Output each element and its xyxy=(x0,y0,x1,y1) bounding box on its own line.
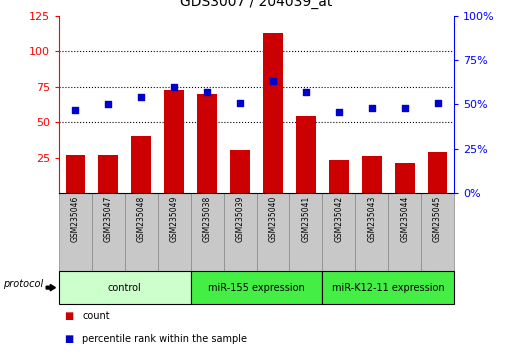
Text: GSM235042: GSM235042 xyxy=(334,195,343,241)
Text: GDS3007 / 204039_at: GDS3007 / 204039_at xyxy=(180,0,333,9)
Point xyxy=(236,100,244,105)
Point xyxy=(71,107,80,113)
Bar xyxy=(296,116,315,193)
Point xyxy=(401,105,409,111)
Text: protocol: protocol xyxy=(3,279,43,289)
Text: GSM235044: GSM235044 xyxy=(400,195,409,242)
Bar xyxy=(131,136,151,193)
Text: GSM235046: GSM235046 xyxy=(71,195,80,242)
Point xyxy=(203,89,211,95)
Text: GSM235038: GSM235038 xyxy=(203,195,212,241)
Bar xyxy=(394,163,415,193)
Bar xyxy=(263,33,283,193)
Bar xyxy=(362,156,382,193)
Bar xyxy=(164,90,184,193)
Text: control: control xyxy=(108,282,142,293)
Point xyxy=(334,109,343,114)
Bar xyxy=(66,155,85,193)
Point xyxy=(170,84,179,90)
Text: percentile rank within the sample: percentile rank within the sample xyxy=(82,334,247,344)
Point xyxy=(368,105,376,111)
Text: GSM235048: GSM235048 xyxy=(137,195,146,241)
Text: miR-155 expression: miR-155 expression xyxy=(208,282,305,293)
Bar xyxy=(98,155,118,193)
Text: GSM235040: GSM235040 xyxy=(268,195,278,242)
Text: GSM235043: GSM235043 xyxy=(367,195,376,242)
Bar xyxy=(197,94,217,193)
Point xyxy=(104,102,112,107)
Text: ■: ■ xyxy=(64,311,73,321)
Point xyxy=(302,89,310,95)
Text: GSM235049: GSM235049 xyxy=(170,195,179,242)
Bar xyxy=(329,160,349,193)
Point xyxy=(269,79,277,84)
Bar xyxy=(428,152,447,193)
Bar xyxy=(230,150,250,193)
Text: GSM235041: GSM235041 xyxy=(301,195,310,241)
Point xyxy=(433,100,442,105)
Text: GSM235047: GSM235047 xyxy=(104,195,113,242)
Text: count: count xyxy=(82,311,110,321)
Point xyxy=(137,95,145,100)
Text: GSM235039: GSM235039 xyxy=(235,195,245,242)
Text: GSM235045: GSM235045 xyxy=(433,195,442,242)
Text: miR-K12-11 expression: miR-K12-11 expression xyxy=(332,282,444,293)
Text: ■: ■ xyxy=(64,334,73,344)
